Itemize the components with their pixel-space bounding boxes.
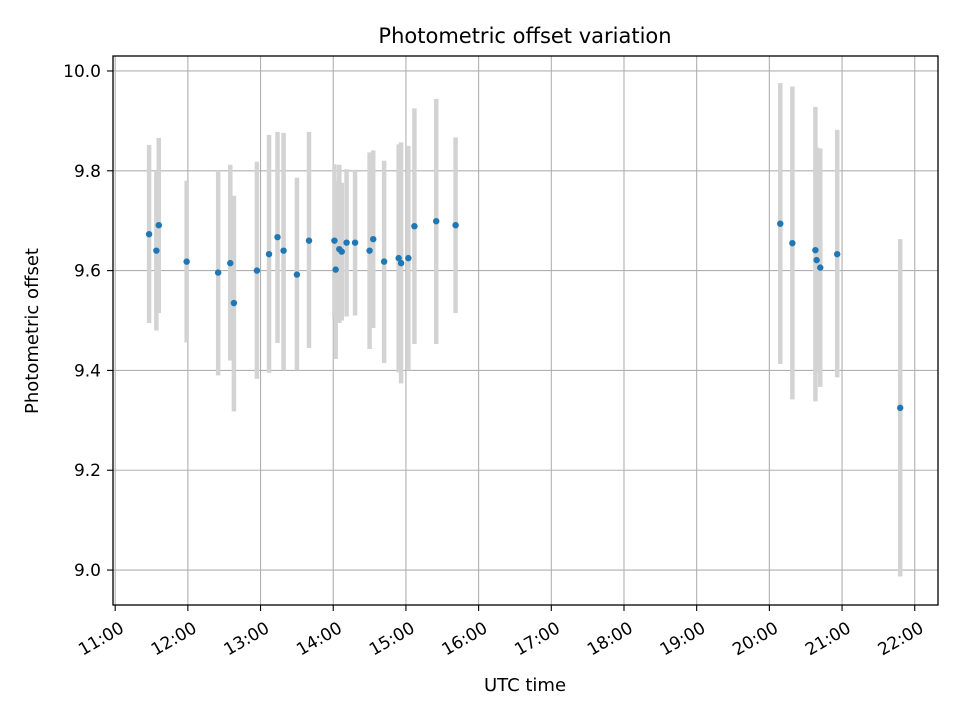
data-point <box>777 220 784 227</box>
data-point <box>343 239 350 246</box>
y-axis-ticks: 9.0 9.2 9.4 9.6 9.8 10.0 <box>63 62 113 581</box>
data-point <box>397 259 405 267</box>
y-axis-label: Photometric offset <box>22 248 43 414</box>
data-point <box>305 237 313 244</box>
data-point <box>331 237 338 244</box>
data-point <box>897 404 904 412</box>
data-point <box>280 247 287 254</box>
data-point <box>366 247 373 254</box>
y-tick-label: 9.0 <box>74 561 101 581</box>
data-point <box>332 266 339 273</box>
data-point <box>293 271 301 278</box>
data-point <box>405 254 412 262</box>
data-point <box>433 217 440 225</box>
data-point <box>351 239 359 246</box>
chart-title: Photometric offset variation <box>378 24 671 48</box>
data-point <box>183 258 190 265</box>
data-point <box>395 254 402 262</box>
data-point <box>380 258 388 265</box>
y-tick-label: 9.2 <box>74 461 101 481</box>
y-tick-label: 9.8 <box>74 162 101 182</box>
data-point <box>411 222 418 230</box>
data-point <box>338 248 345 255</box>
data-point <box>452 221 459 229</box>
plot-frame <box>112 55 939 606</box>
y-tick-label: 9.6 <box>74 262 101 282</box>
data-point <box>813 256 820 264</box>
data-point <box>253 267 261 274</box>
data-point <box>227 259 234 267</box>
data-point <box>834 250 841 258</box>
data-point <box>789 239 796 247</box>
data-point <box>265 250 273 258</box>
data-point <box>155 221 162 229</box>
x-axis-label: UTC time <box>484 675 566 696</box>
y-tick-label: 10.0 <box>63 62 101 82</box>
data-point <box>817 264 824 271</box>
y-tick-label: 9.4 <box>74 361 101 381</box>
data-point <box>214 269 222 276</box>
grid-lines <box>113 56 938 605</box>
data-point <box>812 246 819 254</box>
data-point <box>274 233 281 241</box>
data-point <box>230 299 238 307</box>
data-points <box>145 217 904 412</box>
data-point <box>145 230 153 238</box>
data-point <box>370 235 377 243</box>
data-point <box>153 247 160 254</box>
